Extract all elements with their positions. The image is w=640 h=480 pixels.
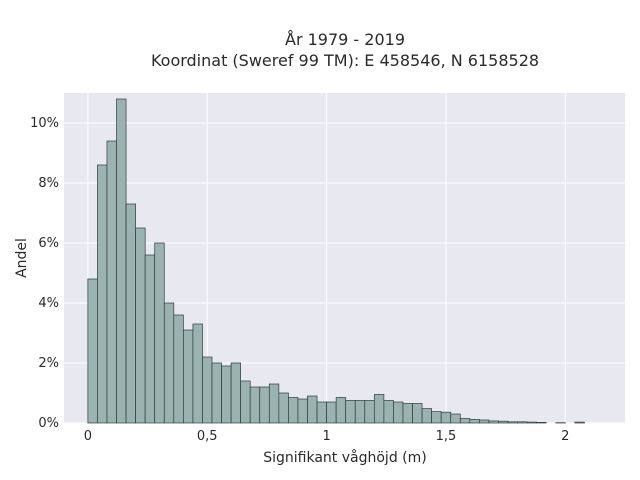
y-axis-label: Andel — [14, 238, 30, 278]
histogram-bar-31 — [383, 400, 394, 424]
histogram-bar-10 — [183, 329, 194, 424]
histogram-bar-3 — [116, 98, 127, 424]
y-tick-label-4: 8% — [38, 176, 59, 191]
histogram-bar-33 — [402, 403, 413, 424]
histogram-bar-24 — [316, 401, 327, 424]
chart-subtitle: Koordinat (Sweref 99 TM): E 458546, N 61… — [151, 51, 539, 70]
histogram-bar-41 — [479, 419, 490, 424]
histogram-bar-17 — [249, 386, 261, 424]
histogram-bar-5 — [135, 227, 146, 424]
histogram-bar-45 — [517, 421, 528, 424]
bars — [87, 98, 585, 424]
histogram-bar-21 — [288, 397, 299, 424]
x-axis-ticks: 0 0,5 1 1,5 2 — [84, 429, 570, 444]
x-tick-label-4: 2 — [561, 429, 569, 444]
y-tick-label-1: 2% — [38, 356, 59, 371]
histogram-bar-20 — [278, 392, 289, 424]
x-axis-label: Signifikant våghöjd (m) — [263, 449, 426, 466]
histogram-bar-6 — [144, 254, 156, 424]
histogram-bar-34 — [412, 403, 423, 424]
histogram-bar-19 — [268, 383, 280, 424]
histogram-bar-39 — [459, 418, 471, 424]
x-tick-label-1: 0,5 — [197, 429, 218, 444]
x-tick-label-2: 1 — [322, 429, 330, 444]
histogram-bar-16 — [240, 380, 251, 424]
histogram-bar-7 — [154, 242, 165, 424]
histogram-bar-28 — [354, 400, 366, 424]
histogram-bar-42 — [488, 420, 499, 424]
histogram-bar-0 — [87, 278, 98, 424]
histogram-bar-12 — [202, 356, 213, 424]
histogram-bar-23 — [307, 395, 318, 424]
histogram-bar-29 — [364, 400, 375, 424]
histogram-bar-43 — [498, 420, 509, 424]
histogram-bar-9 — [173, 314, 184, 424]
histogram-bar-26 — [335, 397, 347, 424]
histogram-bar-51 — [574, 421, 585, 424]
histogram-bar-14 — [221, 365, 232, 424]
histogram-bar-46 — [526, 421, 538, 424]
x-tick-label-0: 0 — [84, 429, 92, 444]
histogram-bar-44 — [507, 421, 518, 424]
histogram-bar-2 — [106, 140, 117, 424]
histogram-bar-36 — [431, 411, 442, 424]
histogram-bar-27 — [345, 400, 356, 424]
histogram-bar-1 — [97, 164, 108, 424]
histogram-bar-32 — [393, 401, 404, 424]
histogram-bar-13 — [211, 362, 222, 424]
histogram-bar-38 — [450, 413, 461, 424]
histogram-bar-8 — [163, 302, 175, 424]
chart-title: År 1979 - 2019 — [285, 30, 405, 49]
x-tick-label-3: 1,5 — [436, 429, 457, 444]
histogram-bar-4 — [125, 203, 136, 424]
histogram-bar-18 — [259, 386, 270, 424]
histogram-bar-40 — [469, 419, 480, 424]
histogram-bar-22 — [297, 398, 308, 424]
histogram-bar-11 — [192, 323, 203, 424]
y-axis-ticks: 0% 2% 4% 6% 8% 10% — [30, 116, 59, 431]
histogram-bar-25 — [326, 401, 337, 424]
y-tick-label-3: 6% — [38, 236, 59, 251]
histogram-bar-37 — [440, 411, 452, 424]
y-tick-label-5: 10% — [30, 116, 59, 131]
histogram-bar-35 — [421, 408, 432, 424]
histogram-bar-30 — [373, 394, 385, 424]
histogram-bar-15 — [230, 362, 242, 424]
y-tick-label-0: 0% — [38, 416, 59, 431]
histogram-bar-47 — [536, 422, 547, 424]
y-tick-label-2: 4% — [38, 296, 59, 311]
